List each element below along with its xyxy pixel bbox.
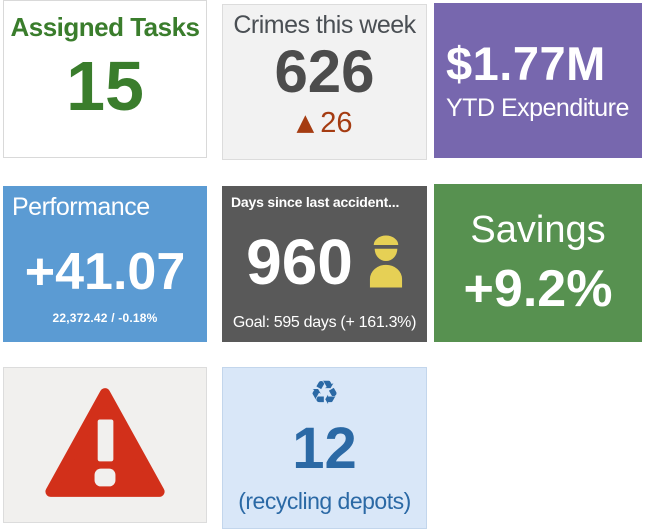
savings-tile: Savings +9.2% [434,184,642,342]
warning-tile [3,367,207,523]
crimes-tile: Crimes this week 626 ▲ 26 [222,4,427,160]
accident-title: Days since last accident... [231,194,400,210]
warning-triangle-icon [39,385,171,505]
assigned-tasks-value: 15 [66,47,144,125]
recycling-value: 12 [292,416,357,482]
crimes-title: Crimes this week [233,11,416,39]
crimes-delta: ▲ 26 [223,109,426,138]
crimes-delta-value: 26 [320,107,353,139]
expenditure-tile: $1.77M YTD Expenditure [434,3,642,158]
accident-goal: Goal: 595 days (+ 161.3%) [232,314,417,331]
performance-value: +41.07 [24,243,186,301]
savings-value: +9.2% [463,260,613,318]
performance-tile: Performance +41.07 22,372.42 / -0.18% [3,186,207,342]
accident-tile: Days since last accident... 960 Goal: 59… [222,186,427,342]
performance-detail: 22,372.42 / -0.18% [52,311,158,325]
expenditure-label: YTD Expenditure [446,94,629,122]
worker-person-icon [369,233,403,296]
recycle-icon: ♻ [309,373,340,412]
accident-value: 960 [246,226,353,298]
up-triangle-icon: ▲ [296,110,315,136]
accident-main: 960 [222,210,427,314]
performance-title: Performance [12,193,150,221]
savings-title: Savings [470,209,606,251]
expenditure-value: $1.77M [446,37,606,90]
recycling-label: (recycling depots) [238,488,411,515]
assigned-tasks-title: Assigned Tasks [10,12,200,42]
recycling-tile: ♻ 12 (recycling depots) [222,367,427,529]
crimes-value: 626 [274,38,375,105]
assigned-tasks-tile: Assigned Tasks 15 [3,0,207,158]
